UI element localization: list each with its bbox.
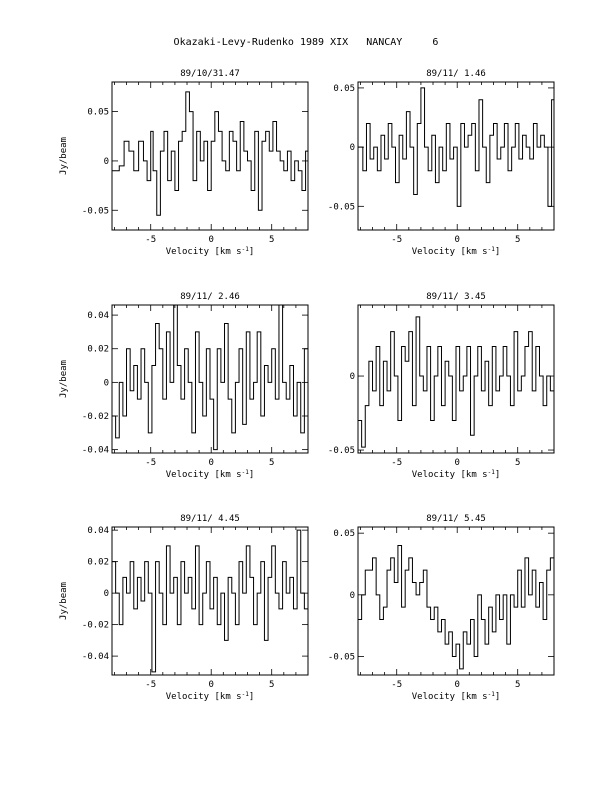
y-tick-label: -0.02 — [82, 621, 109, 631]
spectrum-panel-2: 89/11/ 1.46 -5 0 5 -0.05 0 0.05 Velocity [km s-… — [328, 69, 555, 258]
panel-title: 89/11/ 5.45 — [426, 514, 486, 524]
x-tick-label: 5 — [515, 235, 520, 245]
spectrum-line — [358, 316, 554, 448]
plot-frame — [357, 304, 555, 454]
x-axis-label: Velocity [km s-1] — [412, 246, 501, 258]
y-tick-label: 0 — [350, 591, 355, 601]
plot-frame — [357, 81, 555, 231]
y-tick-label: 0 — [350, 143, 355, 153]
y-tick-label: -0.04 — [82, 652, 109, 662]
spectrum-line — [112, 91, 308, 216]
y-axis-label: Jy/beam — [59, 137, 69, 175]
y-tick-label: 0 — [350, 372, 355, 382]
x-tick-label: 0 — [454, 235, 459, 245]
y-tick-label: 0.04 — [87, 526, 109, 536]
spectrum-line — [112, 305, 308, 451]
y-tick-label: -0.04 — [82, 446, 109, 456]
x-tick-label: 0 — [454, 458, 459, 468]
x-tick-label: -5 — [391, 235, 402, 245]
x-tick-label: -5 — [391, 680, 402, 690]
x-tick-label: 0 — [208, 235, 213, 245]
panel-title: 89/11/ 3.45 — [426, 292, 486, 302]
panel-title: 89/11/ 4.45 — [180, 514, 240, 524]
spectrum-line — [112, 529, 308, 673]
y-tick-label: 0.05 — [333, 529, 355, 539]
y-tick-label: -0.05 — [328, 446, 355, 456]
x-tick-label: 5 — [269, 235, 274, 245]
y-tick-label: -0.05 — [82, 206, 109, 216]
x-tick-label: 5 — [515, 458, 520, 468]
x-tick-label: 0 — [454, 680, 459, 690]
plot-frame — [111, 81, 309, 231]
x-axis-label: Velocity [km s-1] — [166, 691, 255, 703]
x-tick-label: -5 — [145, 235, 156, 245]
spectrum-panel-5: 89/11/ 4.45 -5 0 5 -0.04 -0.02 0 0.02 0.04 Veloci… — [59, 514, 309, 703]
y-tick-label: 0 — [104, 589, 109, 599]
x-axis-label: Velocity [km s-1] — [412, 691, 501, 703]
y-axis-label: Jy/beam — [59, 582, 69, 620]
x-tick-label: 0 — [208, 458, 213, 468]
x-tick-label: -5 — [391, 458, 402, 468]
panel-title: 89/11/ 2.46 — [180, 292, 240, 302]
y-tick-label: 0 — [104, 157, 109, 167]
x-tick-label: 5 — [269, 680, 274, 690]
y-tick-label: -0.05 — [328, 653, 355, 663]
x-axis-label: Velocity [km s-1] — [166, 246, 255, 258]
y-tick-label: -0.05 — [328, 202, 355, 212]
x-tick-label: -5 — [145, 458, 156, 468]
y-tick-label: 0.02 — [87, 558, 109, 568]
x-tick-label: -5 — [145, 680, 156, 690]
x-tick-label: 0 — [208, 680, 213, 690]
page-title: Okazaki-Levy-Rudenko 1989 XIX NANCAY 6 — [173, 37, 439, 48]
y-tick-label: 0 — [104, 378, 109, 388]
spectrum-panel-1: 89/10/31.47 -5 0 5 -0.05 0 0.05 Velocity [km s-… — [59, 69, 309, 258]
spectrum-line — [358, 87, 554, 207]
x-tick-label: 5 — [515, 680, 520, 690]
plot-frame — [111, 304, 309, 454]
y-tick-label: 0.04 — [87, 311, 109, 321]
x-axis-label: Velocity [km s-1] — [412, 469, 501, 481]
panel-title: 89/11/ 1.46 — [426, 69, 486, 79]
x-tick-label: 5 — [269, 458, 274, 468]
y-tick-label: -0.02 — [82, 412, 109, 422]
plot-frame — [357, 526, 555, 676]
y-tick-label: 0.02 — [87, 345, 109, 355]
x-axis-label: Velocity [km s-1] — [166, 469, 255, 481]
spectrum-panel-6: 89/11/ 5.45 -5 0 5 -0.05 0 0.05 Velocity [km s-… — [328, 514, 555, 703]
y-tick-label: 0.05 — [87, 108, 109, 118]
spectrum-line — [358, 545, 554, 670]
panel-title: 89/10/31.47 — [180, 69, 240, 79]
plot-frame — [111, 526, 309, 676]
y-tick-label: 0.05 — [333, 84, 355, 94]
spectrum-panel-3: 89/11/ 2.46 -5 0 5 -0.04 -0.02 0 0.02 0.04 Veloci… — [59, 292, 309, 481]
y-axis-label: Jy/beam — [59, 360, 69, 398]
